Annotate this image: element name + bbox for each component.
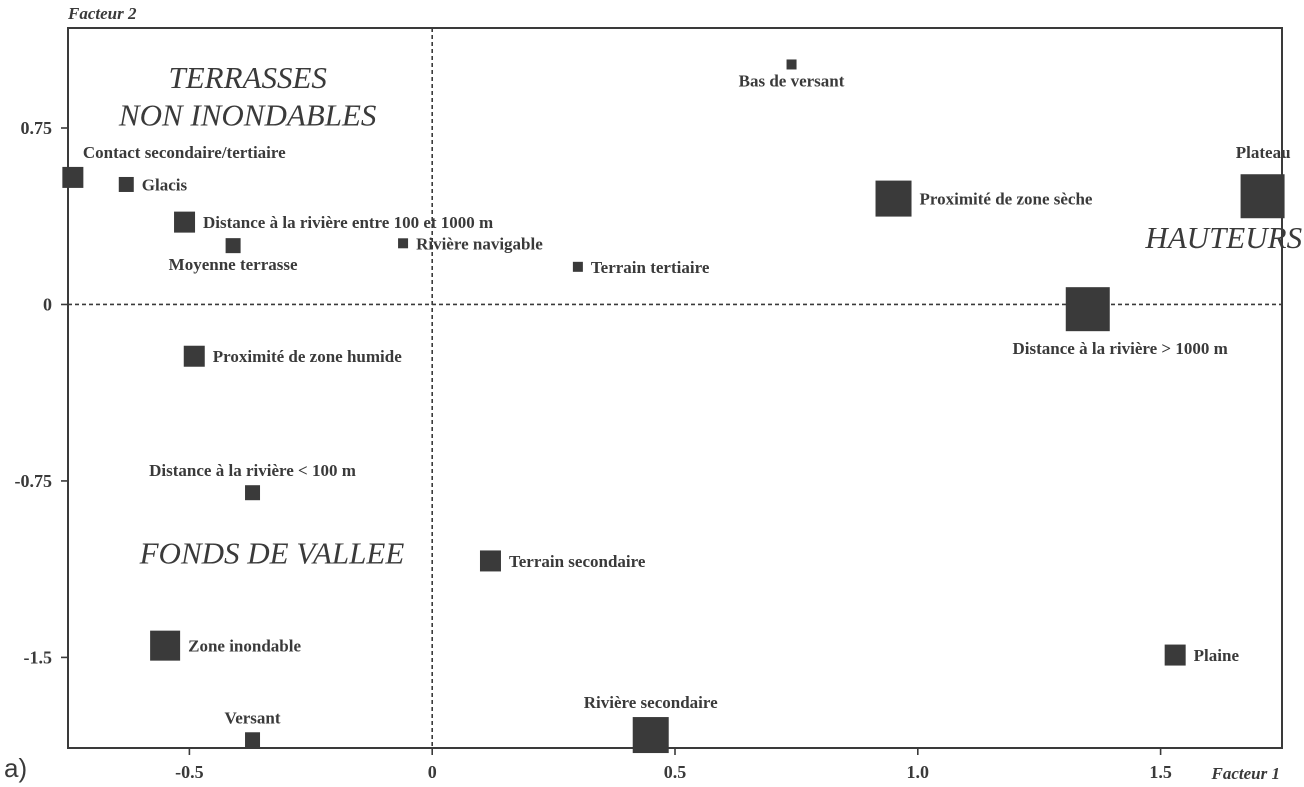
- point-marker: [632, 717, 669, 754]
- point-marker: [62, 166, 84, 188]
- x-tick-label: 0.5: [664, 762, 687, 782]
- point-marker: [118, 176, 134, 192]
- group-label: TERRASSES: [168, 60, 326, 95]
- point-marker: [786, 59, 797, 70]
- point-marker: [1240, 174, 1285, 219]
- point-label: Contact secondaire/tertiaire: [83, 143, 286, 162]
- point-label: Terrain tertiaire: [591, 258, 710, 277]
- data-points: Bas de versant Contact secondaire/tertiai…: [62, 59, 1291, 754]
- point-label: Rivière navigable: [416, 234, 543, 253]
- x-tick-label: 1.5: [1149, 762, 1172, 782]
- point-label: Proximité de zone humide: [213, 347, 402, 366]
- y-tick-label: 0.75: [21, 118, 53, 138]
- point-label: Moyenne terrasse: [169, 255, 298, 274]
- point-marker: [1164, 644, 1186, 666]
- point-marker: [398, 238, 409, 249]
- point-marker: [479, 550, 501, 572]
- point-label: Versant: [225, 708, 281, 727]
- point-marker: [225, 238, 241, 254]
- point-marker: [1065, 287, 1110, 332]
- x-tick-label: -0.5: [175, 762, 204, 782]
- point-marker: [183, 345, 205, 367]
- point-label: Rivière secondaire: [584, 693, 718, 712]
- point-label: Distance à la rivière > 1000 m: [1013, 339, 1228, 358]
- y-tick-label: 0: [43, 294, 52, 314]
- point-marker: [174, 211, 196, 233]
- point-marker: [245, 485, 261, 501]
- point-marker: [245, 732, 261, 748]
- point-marker: [150, 630, 181, 661]
- x-axis-ticks: -0.5 0 0.5 1.0 1.5: [175, 748, 1172, 782]
- point-label: Glacis: [142, 175, 188, 194]
- point-label: Terrain secondaire: [509, 552, 646, 571]
- point-marker: [875, 180, 912, 217]
- y-tick-label: -0.75: [15, 471, 53, 491]
- x-tick-label: 1.0: [907, 762, 930, 782]
- point-label: Distance à la rivière entre 100 et 1000 …: [203, 213, 493, 232]
- point-label: Distance à la rivière < 100 m: [149, 461, 356, 480]
- y-tick-label: -1.5: [24, 647, 53, 667]
- y-axis-title: Facteur 2: [67, 4, 137, 23]
- point-label: Plaine: [1194, 646, 1240, 665]
- point-label: Zone inondable: [188, 637, 301, 656]
- panel-label: a): [4, 753, 27, 783]
- point-label: Bas de versant: [739, 71, 845, 90]
- x-tick-label: 0: [428, 762, 437, 782]
- group-label: NON INONDABLES: [118, 98, 377, 133]
- point-label: Plateau: [1236, 143, 1291, 162]
- group-label: HAUTEURS: [1144, 220, 1302, 255]
- y-axis-ticks: 0.75 0 -0.75 -1.5: [15, 118, 68, 667]
- point-marker: [572, 261, 583, 272]
- x-axis-title: Facteur 1: [1211, 764, 1280, 783]
- point-label: Proximité de zone sèche: [920, 190, 1093, 209]
- group-label: FONDS DE VALLEE: [139, 535, 405, 570]
